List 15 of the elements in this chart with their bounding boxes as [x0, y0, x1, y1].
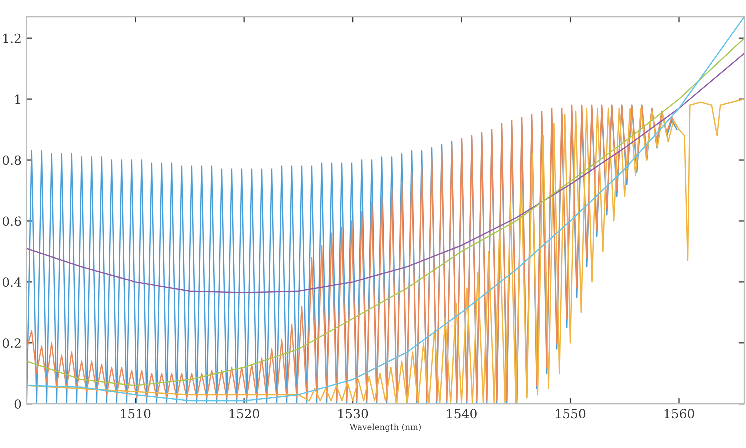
y-tick-label: 0.2 [2, 338, 21, 348]
x-tick-label: 1530 [338, 409, 368, 419]
x-tick-label: 1520 [230, 409, 260, 419]
y-tick-label: 0.6 [2, 216, 22, 226]
x-tick-label: 1510 [121, 409, 151, 419]
y-tick-label: 0.4 [2, 278, 22, 288]
y-tick-label: 0 [14, 400, 22, 410]
y-tick-label: 1 [16, 94, 20, 104]
x-tick-label: 1550 [556, 409, 586, 419]
line-series [26, 52, 745, 294]
x-tick-label: 1560 [664, 409, 694, 419]
y-tick-label: 0.8 [2, 156, 22, 166]
x-axis-title: Wavelength (nm) [350, 424, 421, 432]
y-tick-label: 1.2 [4, 34, 21, 44]
x-tick-label: 1540 [447, 409, 477, 419]
